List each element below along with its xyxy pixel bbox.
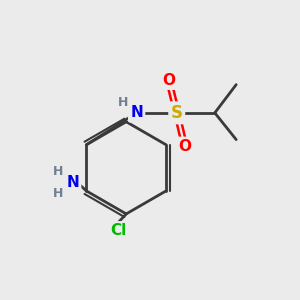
Text: N: N bbox=[66, 175, 79, 190]
Text: N: N bbox=[130, 105, 143, 120]
Text: H: H bbox=[53, 188, 63, 200]
Text: Cl: Cl bbox=[111, 223, 127, 238]
Text: O: O bbox=[178, 139, 191, 154]
Text: S: S bbox=[171, 104, 183, 122]
Text: H: H bbox=[53, 165, 63, 178]
Text: H: H bbox=[118, 96, 128, 109]
Text: O: O bbox=[162, 73, 175, 88]
